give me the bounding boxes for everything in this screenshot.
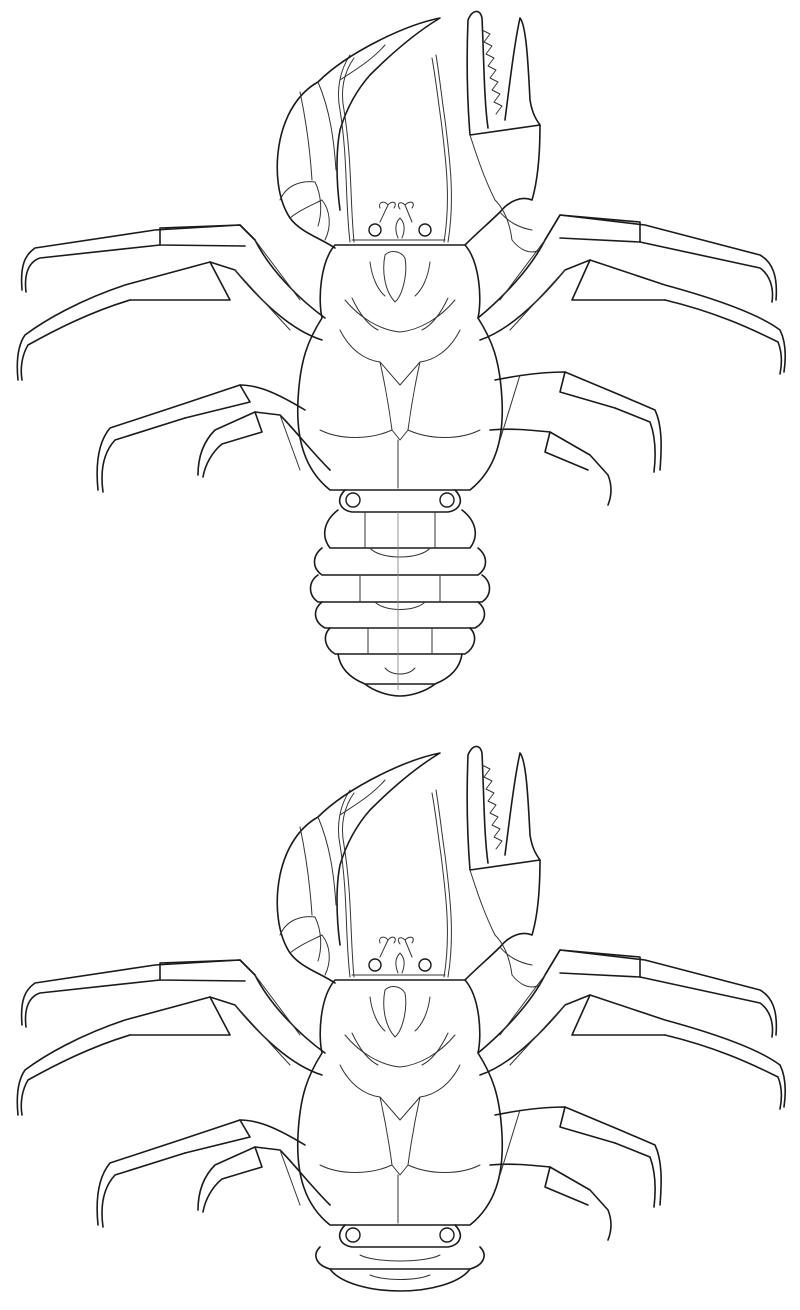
specimen-top-body	[16, 10, 786, 506]
specimen-top	[16, 10, 786, 697]
specimen-bottom	[16, 745, 786, 1292]
specimen-top-abdomen	[309, 489, 491, 697]
specimen-bottom-abdomen	[315, 1224, 485, 1292]
specimen-bottom-body	[16, 745, 786, 1241]
